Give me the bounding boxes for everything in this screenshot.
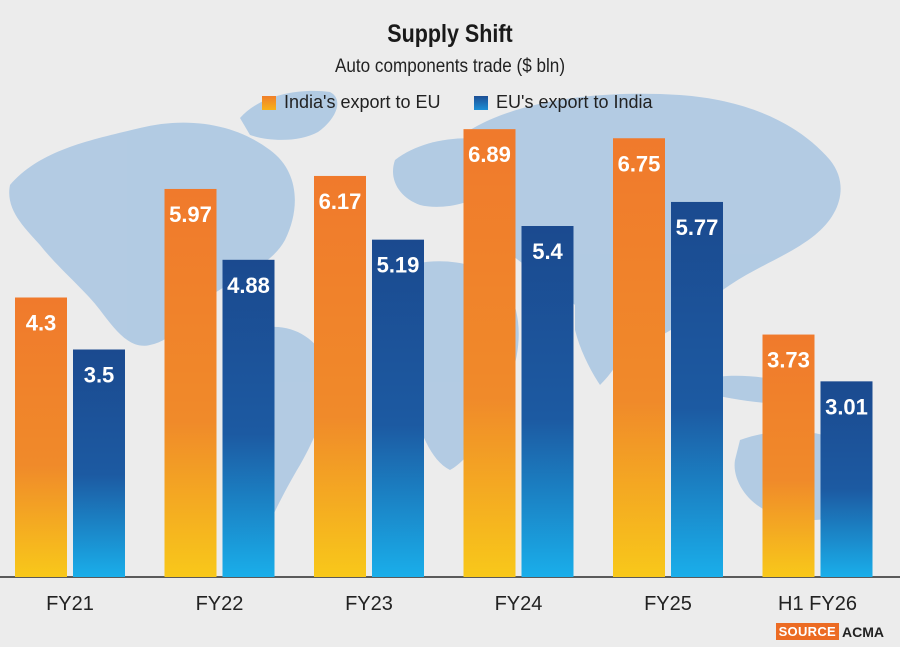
bar-eu-export-5 <box>820 381 873 577</box>
bar-india-export-5 <box>762 334 815 577</box>
value-label-eu-export-4: 5.77 <box>676 215 719 240</box>
bar-eu-export-2 <box>372 239 424 577</box>
value-label-eu-export-0: 3.5 <box>84 363 115 388</box>
value-label-india-export-5: 3.73 <box>767 348 810 373</box>
x-tick-label-1: FY22 <box>196 593 244 615</box>
value-labels-group: 4.3 3.5 5.97 4.88 6.17 5.19 6.89 5.4 6.75 5.77 3.7… <box>26 142 868 419</box>
chart-subtitle: Auto components trade ($ bln) <box>334 56 566 77</box>
value-label-eu-export-1: 4.88 <box>227 273 270 298</box>
bar-india-export-1 <box>164 188 217 577</box>
x-tick-label-5: H1 FY26 <box>778 593 857 615</box>
source-tag: SOURCE <box>775 623 839 640</box>
legend-item-eu-export: EU's export to India <box>474 92 653 113</box>
value-label-india-export-4: 6.75 <box>618 151 661 176</box>
legend: India's export to EU EU's export to Indi… <box>0 92 900 116</box>
chart-title: Supply Shift <box>387 20 513 48</box>
bar-india-export-2 <box>314 175 366 577</box>
source-credit: SOURCE ACMA <box>775 623 884 640</box>
legend-swatch-orange <box>262 95 276 110</box>
bar-india-export-0 <box>15 297 67 577</box>
legend-item-india-export: India's export to EU <box>262 92 441 113</box>
bar-eu-export-0 <box>73 349 125 577</box>
value-label-india-export-2: 6.17 <box>319 189 362 214</box>
value-label-india-export-0: 4.3 <box>26 311 57 336</box>
world-map-background <box>9 90 871 540</box>
bar-india-export-4 <box>613 138 665 577</box>
x-tick-label-2: FY23 <box>345 593 393 615</box>
north-america-shape <box>9 122 295 346</box>
x-tick-label-3: FY24 <box>495 593 543 615</box>
x-tick-label-4: FY25 <box>644 593 692 615</box>
value-label-eu-export-2: 5.19 <box>377 253 420 278</box>
bar-india-export-3 <box>463 129 516 577</box>
value-label-eu-export-5: 3.01 <box>825 394 868 419</box>
source-name: ACMA <box>842 623 884 640</box>
value-label-india-export-3: 6.89 <box>468 142 511 167</box>
bar-eu-export-3 <box>521 226 574 577</box>
legend-label-india-export: India's export to EU <box>284 92 441 112</box>
value-label-eu-export-3: 5.4 <box>532 239 563 264</box>
legend-swatch-blue <box>474 95 488 110</box>
value-label-india-export-1: 5.97 <box>169 202 212 227</box>
bar-eu-export-4 <box>671 201 723 577</box>
x-tick-labels-group: FY21 FY22 FY23 FY24 FY25 H1 FY26 <box>46 593 857 615</box>
bar-eu-export-1 <box>222 259 275 577</box>
bars-group <box>15 129 873 577</box>
legend-label-eu-export: EU's export to India <box>496 92 653 112</box>
x-tick-label-0: FY21 <box>46 593 94 615</box>
